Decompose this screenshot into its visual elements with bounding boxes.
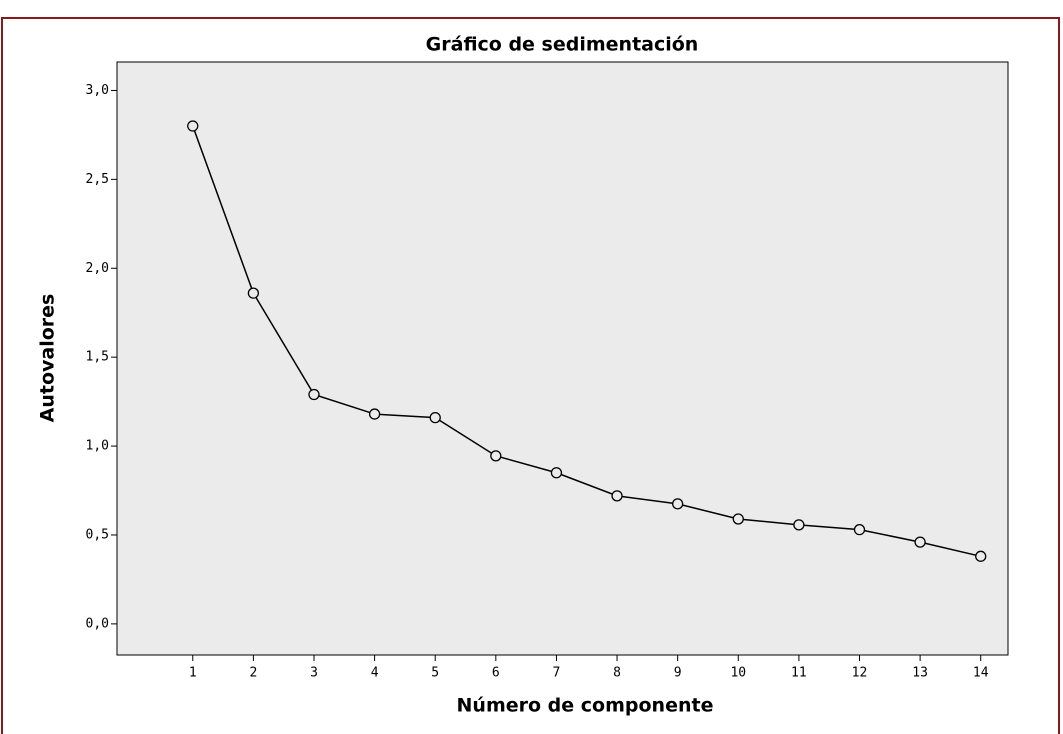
marker <box>975 550 987 562</box>
x-tick-label: 1 <box>189 666 197 681</box>
x-tick-label: 2 <box>249 666 257 681</box>
x-tick-label: 11 <box>791 666 807 681</box>
x-tick-label: 13 <box>912 666 928 681</box>
y-tick-label: 2,5 <box>86 172 109 187</box>
x-tick-label: 8 <box>613 666 621 681</box>
plot-area <box>116 61 1009 656</box>
marker <box>490 450 502 462</box>
marker <box>853 523 866 536</box>
x-tick-label: 5 <box>431 666 439 681</box>
y-tick-label: 0,5 <box>86 527 109 542</box>
marker <box>672 498 684 510</box>
y-tick-label: 3,0 <box>86 83 109 98</box>
marker <box>611 490 623 502</box>
marker <box>429 411 441 424</box>
x-tick-label: 6 <box>492 666 500 681</box>
x-tick-label: 3 <box>310 666 318 681</box>
marker <box>793 519 805 531</box>
marker <box>732 513 744 525</box>
x-tick-label: 4 <box>371 666 379 681</box>
x-tick-label: 7 <box>553 666 561 681</box>
x-tick-label: 14 <box>973 666 989 681</box>
marker <box>308 388 320 401</box>
y-tick-label: 2,0 <box>86 261 109 276</box>
chart-title: Gráfico de sedimentación <box>426 34 699 56</box>
marker <box>550 467 563 479</box>
y-axis-label: Autovalores <box>37 294 59 423</box>
marker <box>187 120 199 132</box>
marker <box>914 536 926 548</box>
y-tick-label: 0,0 <box>86 616 109 631</box>
x-axis-label: Número de componente <box>457 695 714 717</box>
marker <box>247 287 260 299</box>
marker <box>368 408 381 420</box>
y-tick-label: 1,0 <box>86 439 109 454</box>
x-tick-label: 9 <box>674 666 682 681</box>
x-tick-label: 12 <box>852 666 868 681</box>
x-tick-label: 10 <box>730 666 746 681</box>
y-tick-label: 1,5 <box>86 350 109 365</box>
line <box>192 125 981 558</box>
